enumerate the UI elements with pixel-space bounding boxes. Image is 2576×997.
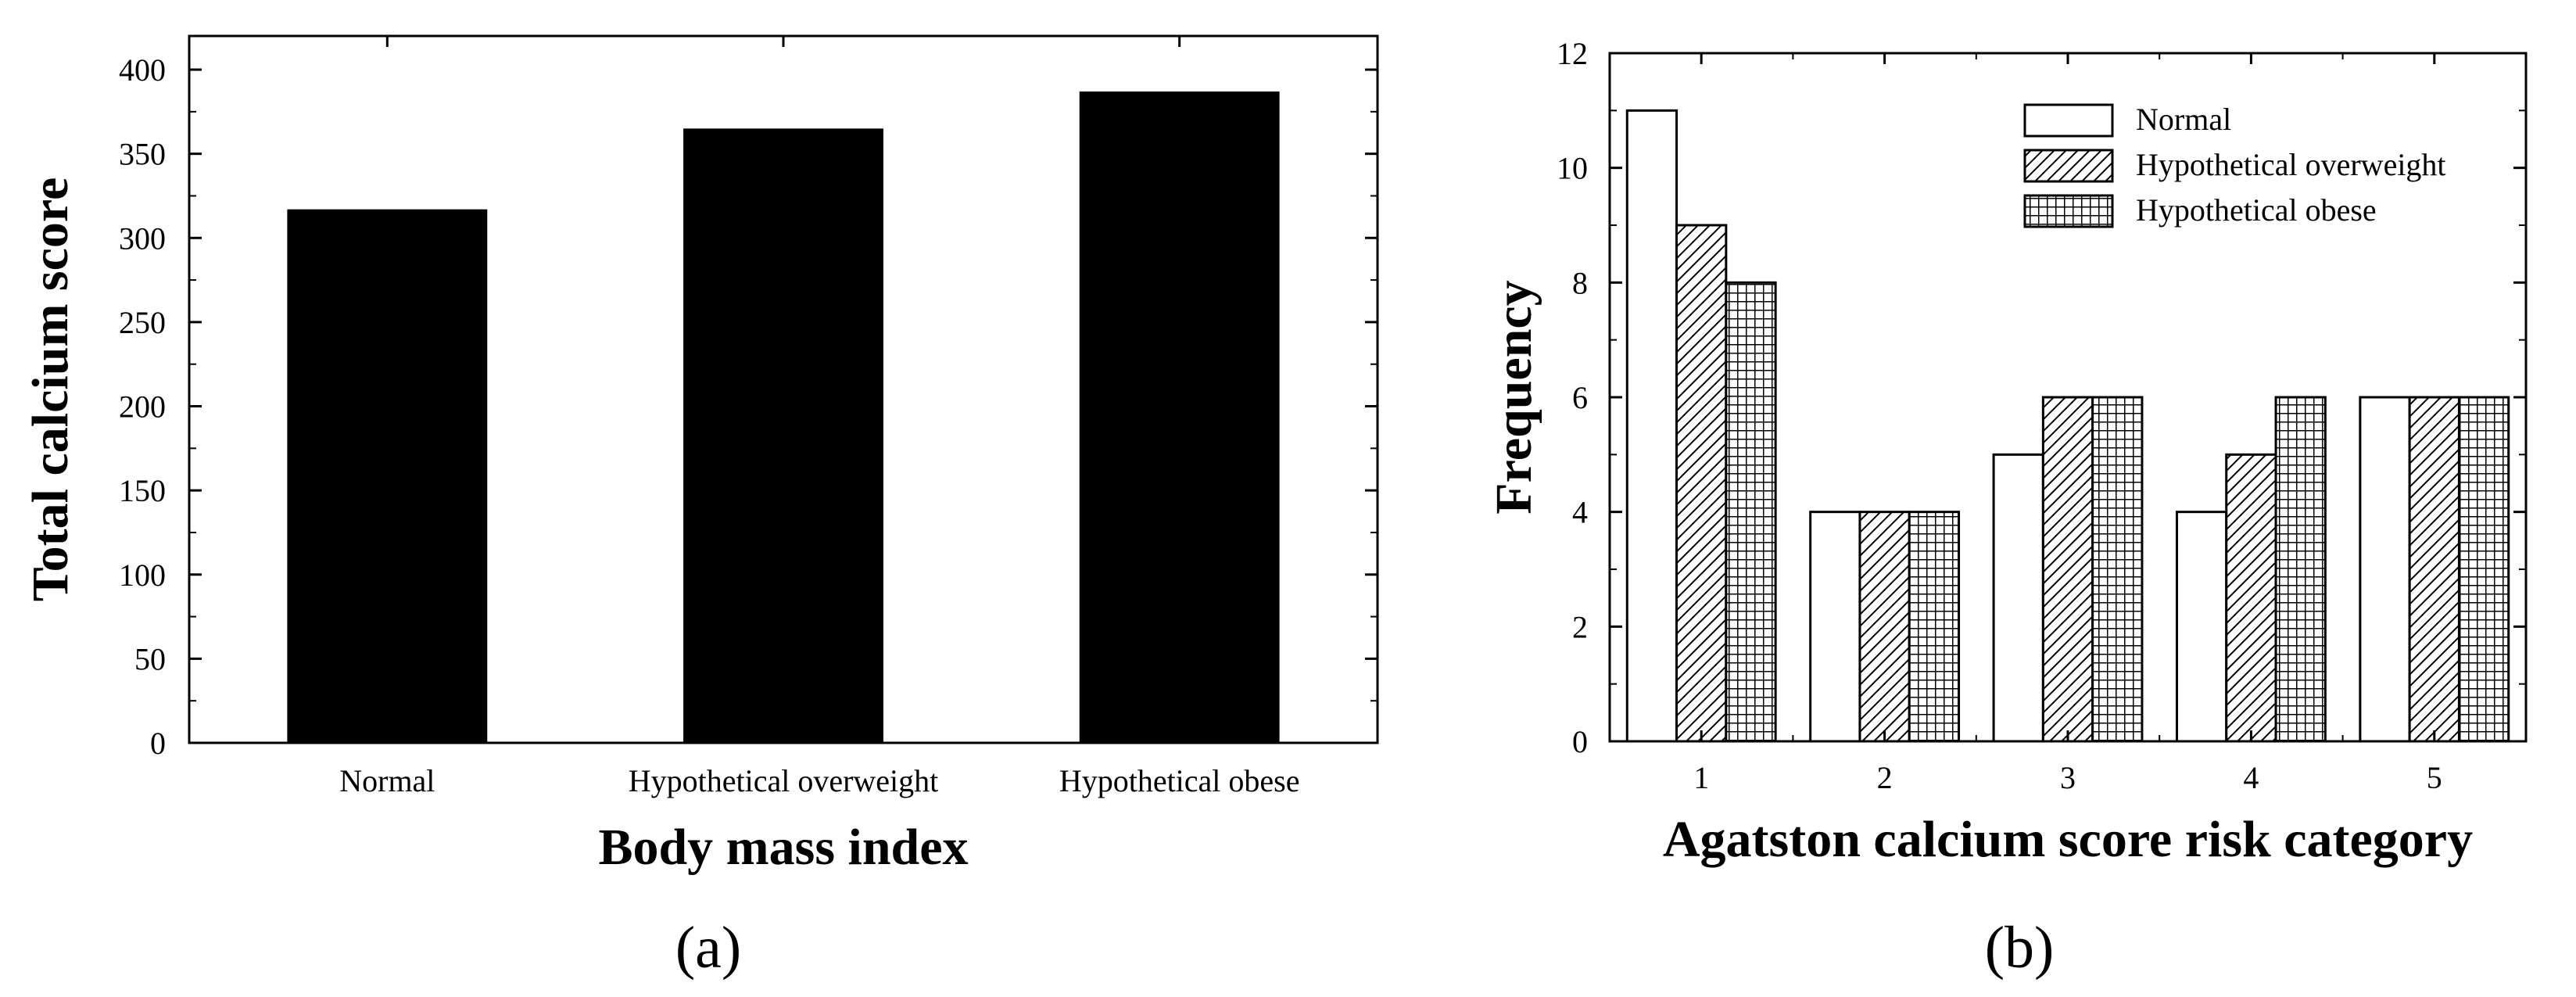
bar <box>2091 396 2144 743</box>
x-axis-title: Body mass index <box>598 819 968 876</box>
x-tick-label: Normal <box>339 763 435 798</box>
bar <box>1908 511 1961 743</box>
y-tick-label: 350 <box>119 137 166 172</box>
y-tick-label: 200 <box>119 389 166 425</box>
bar <box>1625 109 1679 743</box>
x-tick-label: Hypothetical obese <box>1059 763 1300 798</box>
y-tick-label: 0 <box>150 726 166 761</box>
legend-swatch <box>2023 103 2114 138</box>
x-axis: 1 2 3 4 5 <box>1693 53 2442 795</box>
y-tick-label: 6 <box>1572 380 1588 415</box>
bar <box>2359 396 2411 743</box>
y-tick-label: 300 <box>119 221 166 256</box>
bar <box>1992 453 2044 743</box>
panel-label: (a) <box>675 915 741 981</box>
y-axis: 0 2 4 6 8 10 12 <box>1557 36 2526 759</box>
bar <box>2457 396 2510 743</box>
legend-swatch <box>2023 194 2114 228</box>
legend: Normal Hypothetical overweight Hypothetica… <box>2023 102 2446 228</box>
bar <box>1809 511 1861 743</box>
y-axis: 0 50 100 150 200 250 300 350 400 <box>119 52 1378 761</box>
x-tick-label: 4 <box>2243 760 2259 795</box>
bar <box>683 128 883 743</box>
y-tick-label: 0 <box>1572 724 1588 759</box>
bar-series <box>287 91 1280 744</box>
y-tick-label: 2 <box>1572 609 1588 644</box>
bar <box>2225 453 2277 743</box>
bar <box>1079 91 1280 744</box>
bar <box>2274 396 2327 743</box>
y-tick-label: 150 <box>119 473 166 508</box>
bar <box>1675 224 1728 743</box>
x-tick-label: 2 <box>1877 760 1893 795</box>
y-tick-label: 50 <box>134 641 166 676</box>
y-axis-title: Frequency <box>1485 280 1542 514</box>
x-tick-label: Hypothetical overweight <box>629 763 939 798</box>
y-tick-label: 8 <box>1572 265 1588 300</box>
legend-label: Hypothetical obese <box>2136 192 2377 228</box>
panel-label: (b) <box>1985 915 2055 981</box>
legend-swatch <box>2023 149 2114 183</box>
bar <box>1858 511 1911 743</box>
y-tick-label: 250 <box>119 305 166 340</box>
bar <box>2175 511 2228 743</box>
y-tick-label: 4 <box>1572 495 1588 530</box>
x-axis: Normal Hypothetical overweight Hypothetica… <box>339 36 1300 798</box>
legend-label: Normal <box>2136 102 2231 137</box>
y-tick-label: 12 <box>1557 36 1588 71</box>
chart-panel-a: 0 50 100 150 200 250 300 350 400 Normal Hypotheti… <box>22 34 1379 981</box>
bar <box>2408 396 2460 743</box>
bar-series <box>1625 109 2510 743</box>
bar <box>287 209 488 743</box>
y-tick-label: 10 <box>1557 151 1588 186</box>
x-tick-label: 3 <box>2060 760 2076 795</box>
x-tick-label: 5 <box>2427 760 2442 795</box>
bar <box>2041 396 2094 743</box>
x-tick-label: 1 <box>1693 760 1709 795</box>
bar <box>1725 281 1777 743</box>
x-axis-title: Agatston calcium score risk category <box>1663 811 2473 868</box>
y-tick-label: 400 <box>119 52 166 88</box>
y-axis-title: Total calcium score <box>22 178 79 602</box>
legend-label: Hypothetical overweight <box>2136 147 2446 182</box>
y-tick-label: 100 <box>119 558 166 593</box>
